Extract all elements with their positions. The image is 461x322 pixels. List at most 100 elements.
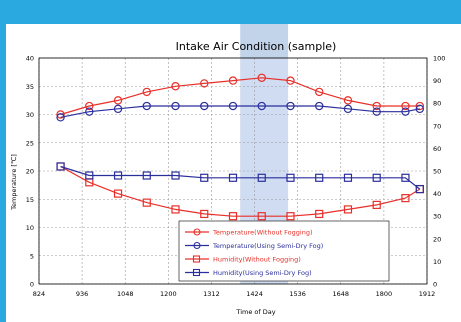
data-point xyxy=(200,79,209,88)
data-point xyxy=(415,104,425,114)
series-2 xyxy=(56,101,425,122)
y-tick-label-right: 40 xyxy=(433,190,441,198)
data-point xyxy=(401,107,410,116)
data-point xyxy=(142,171,151,180)
x-axis-label: Time of Day xyxy=(235,308,275,316)
data-point xyxy=(401,194,410,203)
data-point xyxy=(113,171,123,180)
plot-frame xyxy=(38,57,428,285)
data-point xyxy=(415,184,424,194)
x-tick-label: 1912 xyxy=(419,290,436,298)
data-point xyxy=(56,113,65,122)
data-point xyxy=(315,87,324,97)
data-point xyxy=(142,101,151,111)
legend-marker xyxy=(192,255,201,263)
y-tick-label-left: 30 xyxy=(26,111,34,119)
data-point xyxy=(315,173,324,182)
data-point xyxy=(228,76,238,85)
x-tick-label: 936 xyxy=(76,290,88,298)
data-point xyxy=(200,173,209,182)
data-point xyxy=(228,173,238,182)
data-point xyxy=(113,96,123,105)
data-point xyxy=(286,173,295,182)
data-point xyxy=(372,101,381,111)
chart-title: Intake Air Condition (sample) xyxy=(176,40,337,53)
data-point xyxy=(56,162,65,171)
chart: Intake Air Condition (sample) Time of Da… xyxy=(10,24,445,316)
data-point xyxy=(228,212,238,221)
data-point xyxy=(200,101,209,111)
chart-panel: Intake Air Condition (sample) Time of Da… xyxy=(6,24,461,322)
y-tick-label-right: 90 xyxy=(433,77,441,85)
x-tick-label: 1200 xyxy=(160,290,177,298)
data-point xyxy=(171,101,180,111)
data-point xyxy=(257,173,266,182)
data-point xyxy=(113,189,123,198)
legend-marker xyxy=(193,228,201,236)
x-tick-label: 824 xyxy=(33,290,45,298)
y-tick-label-right: 0 xyxy=(433,281,437,289)
x-tick-label: 1048 xyxy=(117,290,134,298)
data-point xyxy=(56,162,65,171)
data-point xyxy=(257,73,266,82)
data-point xyxy=(372,173,381,182)
data-point xyxy=(415,101,425,111)
legend-label: Humidity(Without Fogging) xyxy=(213,256,301,264)
data-point xyxy=(142,87,151,97)
data-point xyxy=(343,173,353,182)
highlight-band-top xyxy=(240,24,289,58)
data-point xyxy=(56,110,65,119)
data-point xyxy=(113,104,123,114)
x-tick-label: 1800 xyxy=(376,290,393,298)
data-point xyxy=(228,101,238,111)
data-point xyxy=(85,101,94,111)
y-tick-label-left: 20 xyxy=(26,168,34,176)
y-tick-label-right: 10 xyxy=(433,258,441,266)
series-line xyxy=(60,165,421,190)
series-4 xyxy=(56,162,424,194)
y-tick-label-left: 15 xyxy=(26,196,34,204)
y-tick-label-left: 25 xyxy=(26,139,34,147)
data-point xyxy=(401,101,410,111)
y-tick-label-right: 60 xyxy=(433,145,441,153)
y-tick-label-right: 70 xyxy=(433,122,441,130)
legend-label: Temperature(Without Fogging) xyxy=(212,229,313,237)
data-point xyxy=(171,171,180,180)
legend-box xyxy=(178,220,390,282)
legend-marker xyxy=(193,241,201,250)
data-point xyxy=(85,171,94,180)
y-axis-label-left: Temperature [℃] xyxy=(10,154,18,211)
series-line xyxy=(60,105,420,118)
y-tick-label-left: 0 xyxy=(30,281,34,289)
legend-label: Humidity(Using Semi-Dry Fog) xyxy=(213,269,312,277)
legend-marker xyxy=(192,268,201,277)
data-point xyxy=(171,82,180,91)
data-point xyxy=(343,205,353,214)
series-line xyxy=(60,165,421,217)
y-tick-label-left: 5 xyxy=(30,252,34,260)
y-tick-label-right: 100 xyxy=(433,55,445,63)
x-tick-label: 1648 xyxy=(333,290,350,298)
data-point xyxy=(85,107,94,116)
y-tick-label-left: 40 xyxy=(26,55,34,63)
y-tick-label-right: 80 xyxy=(433,100,441,108)
series-1 xyxy=(56,73,425,119)
y-tick-label-left: 35 xyxy=(26,83,34,91)
x-tick-label: 1536 xyxy=(289,290,306,298)
data-point xyxy=(257,101,266,111)
data-point xyxy=(200,209,209,219)
legend-label: Temperature(Using Semi-Dry Fog) xyxy=(212,242,323,250)
y-tick-label-left: 10 xyxy=(26,224,34,232)
data-point xyxy=(315,209,324,219)
series-line xyxy=(60,77,420,116)
data-point xyxy=(343,96,353,105)
x-tick-label: 1312 xyxy=(203,290,220,298)
y-tick-label-right: 20 xyxy=(433,235,441,243)
data-point xyxy=(286,212,295,221)
data-point xyxy=(286,76,295,85)
data-point xyxy=(257,212,266,221)
data-point xyxy=(315,101,324,111)
data-point xyxy=(286,101,295,111)
data-point xyxy=(142,198,151,207)
